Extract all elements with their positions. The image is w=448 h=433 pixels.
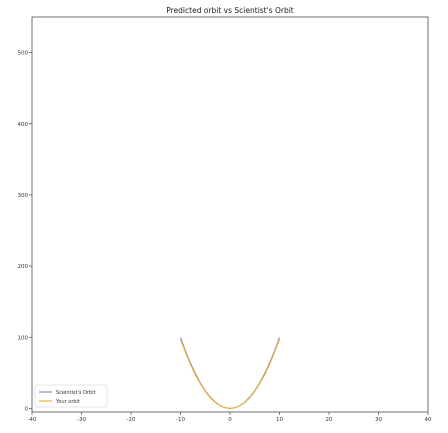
legend-box bbox=[34, 384, 108, 408]
x-tick-label: 20 bbox=[326, 417, 333, 423]
x-axis: -40 -30 -20 -10 0 10 20 30 40 bbox=[28, 412, 432, 423]
y-tick-label: 300 bbox=[18, 193, 29, 199]
x-tick-label: 30 bbox=[375, 417, 382, 423]
legend-label-your-orbit: Your orbit bbox=[55, 399, 80, 405]
legend-label-scientist: Scientist's Orbit bbox=[56, 390, 96, 396]
y-tick-label: 500 bbox=[18, 51, 29, 57]
x-tick-label: 10 bbox=[276, 417, 283, 423]
x-tick-label: -10 bbox=[176, 417, 185, 423]
y-tick-label: 200 bbox=[18, 264, 29, 270]
chart-title: Predicted orbit vs Scientist's Orbit bbox=[166, 6, 294, 15]
x-tick-label: 0 bbox=[228, 417, 232, 423]
series-line-1 bbox=[179, 339, 281, 409]
y-axis: 0 100 200 300 400 500 bbox=[18, 51, 32, 412]
y-tick-label: 0 bbox=[25, 406, 29, 412]
legend: Scientist's Orbit Your orbit bbox=[34, 384, 108, 408]
x-tick-label: -40 bbox=[28, 417, 37, 423]
y-tick-label: 400 bbox=[18, 122, 29, 128]
x-tick-label: -30 bbox=[77, 417, 86, 423]
series-line-0 bbox=[179, 337, 281, 409]
series-layer bbox=[179, 337, 281, 409]
x-tick-label: 40 bbox=[425, 417, 432, 423]
y-tick-label: 100 bbox=[18, 335, 29, 341]
plot-frame bbox=[31, 16, 429, 413]
x-tick-label: -20 bbox=[127, 417, 136, 423]
